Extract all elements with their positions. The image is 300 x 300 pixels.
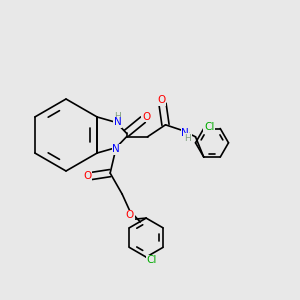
Text: N: N (114, 117, 122, 128)
Text: H: H (114, 112, 121, 122)
Text: Cl: Cl (146, 255, 157, 265)
Text: O: O (126, 210, 134, 220)
Text: O: O (83, 171, 91, 181)
Text: O: O (157, 95, 165, 105)
Text: H: H (184, 134, 191, 143)
Text: Cl: Cl (204, 122, 214, 132)
Text: N: N (181, 128, 189, 138)
Text: N: N (112, 144, 120, 154)
Text: O: O (142, 112, 150, 122)
